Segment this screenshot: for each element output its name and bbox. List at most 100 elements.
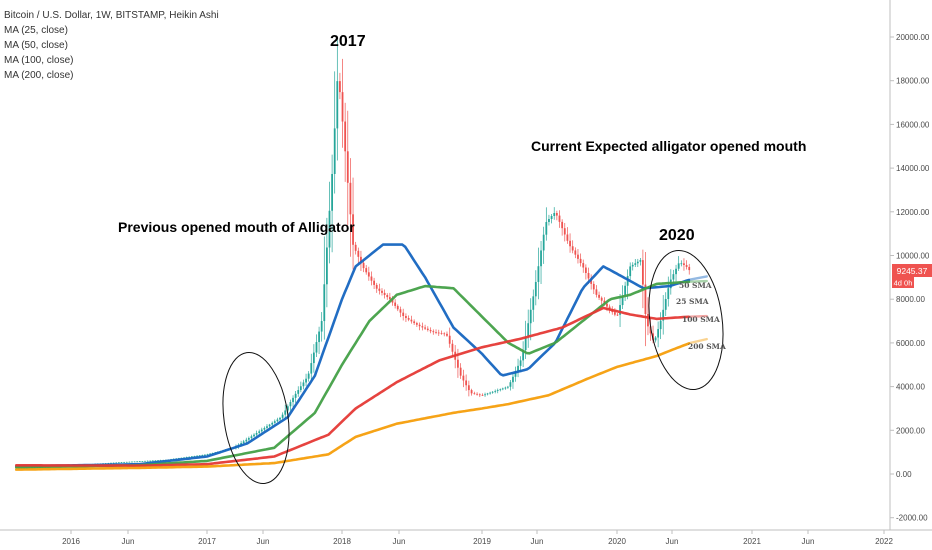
candle-body: [639, 260, 642, 262]
candle-body: [381, 290, 383, 293]
candle-body: [405, 316, 407, 319]
candle-body: [579, 258, 582, 264]
candle-body: [271, 422, 274, 425]
candle-body: [478, 394, 481, 396]
sma100-label: 100 SMA: [682, 315, 720, 324]
y-tick-label: 20000.00: [896, 33, 930, 42]
candle-body: [245, 439, 248, 442]
candle-body: [250, 436, 253, 439]
candle-body: [136, 461, 139, 463]
legend-ma50[interactable]: MA (50, close): [4, 40, 68, 51]
candle-body: [117, 462, 120, 464]
candle-body: [183, 457, 185, 459]
candle-body: [542, 234, 545, 251]
candle-body: [268, 424, 271, 427]
candle-body: [305, 378, 307, 383]
candle-body: [550, 216, 553, 220]
candle-body: [514, 371, 517, 377]
candle-body: [263, 427, 266, 430]
previous-mouth-circle: [222, 351, 290, 485]
candle-body: [613, 312, 616, 315]
candle-body: [489, 392, 492, 394]
candle-body: [634, 263, 637, 265]
candle-body: [318, 331, 320, 343]
candle-body: [323, 284, 326, 322]
candle-body: [563, 228, 566, 235]
candle-body: [349, 182, 352, 215]
candles: [18, 36, 691, 470]
candle-body: [501, 388, 504, 390]
legend-ma200[interactable]: MA (200, close): [4, 70, 74, 81]
candle-body: [266, 426, 268, 428]
candle-body: [255, 432, 258, 435]
x-tick-label: Jun: [257, 537, 270, 546]
candle-body: [299, 386, 302, 391]
candle-body: [193, 456, 196, 457]
candle-body: [555, 213, 558, 216]
candle-body: [619, 305, 621, 315]
candle-body: [484, 394, 486, 396]
x-tick-label: Jun: [802, 537, 815, 546]
candle-body: [286, 406, 289, 411]
candle-body: [258, 431, 261, 433]
candle-body: [410, 319, 413, 322]
candle-body: [138, 461, 141, 463]
candle-body: [600, 297, 603, 301]
candle-body: [432, 331, 435, 333]
candle-body: [462, 375, 465, 381]
candle-body: [457, 359, 459, 368]
candle-body: [506, 386, 509, 388]
sma200-label: 200 SMA: [688, 342, 726, 351]
candle-body: [110, 462, 112, 464]
x-tick-label: 2020: [608, 537, 626, 546]
candle-body: [553, 213, 556, 217]
legend-ma100[interactable]: MA (100, close): [4, 55, 74, 66]
candle-body: [435, 332, 437, 333]
candle-body: [587, 272, 590, 279]
candle-body: [448, 335, 451, 344]
candle-body: [662, 309, 665, 321]
ma200-line-projection: [689, 337, 708, 345]
x-tick-label: 2016: [62, 537, 80, 546]
candle-body: [688, 266, 691, 271]
candle-body: [592, 283, 595, 290]
candle-body: [424, 327, 426, 329]
candle-body: [685, 265, 688, 267]
candle-body: [292, 397, 294, 403]
candle-body: [375, 284, 378, 289]
candle-body: [644, 284, 647, 314]
candle-body: [657, 329, 660, 338]
candle-body: [566, 234, 569, 241]
candle-body: [123, 462, 126, 463]
y-tick-label: 14000.00: [896, 164, 930, 173]
candle-body: [499, 389, 502, 391]
candle-body: [386, 294, 389, 298]
candle-body: [595, 289, 598, 295]
candle-body: [459, 367, 462, 376]
x-tick-label: Jun: [122, 537, 135, 546]
candle-body: [680, 263, 683, 265]
candle-body: [647, 313, 649, 327]
candle-body: [677, 263, 680, 269]
candle-body: [144, 460, 146, 462]
candle-body: [131, 461, 133, 463]
candle-body: [524, 336, 527, 351]
candle-body: [188, 456, 191, 458]
candle-body: [491, 391, 494, 393]
candle-body: [399, 309, 402, 313]
legend-ma25[interactable]: MA (25, close): [4, 25, 68, 36]
candle-body: [582, 263, 585, 268]
sma50-label: 50 SMA: [679, 281, 712, 290]
candle-body: [561, 221, 564, 229]
candle-body: [128, 461, 131, 463]
candle-body: [522, 350, 525, 361]
y-tick-label: 18000.00: [896, 77, 930, 86]
candle-body: [204, 454, 206, 456]
candle-body: [370, 276, 373, 281]
candle-body: [496, 390, 499, 391]
last-price-value: 9245.37: [897, 266, 928, 276]
candle-body: [470, 390, 473, 394]
ma100-line-projection: [689, 314, 708, 318]
candle-body: [606, 303, 608, 307]
